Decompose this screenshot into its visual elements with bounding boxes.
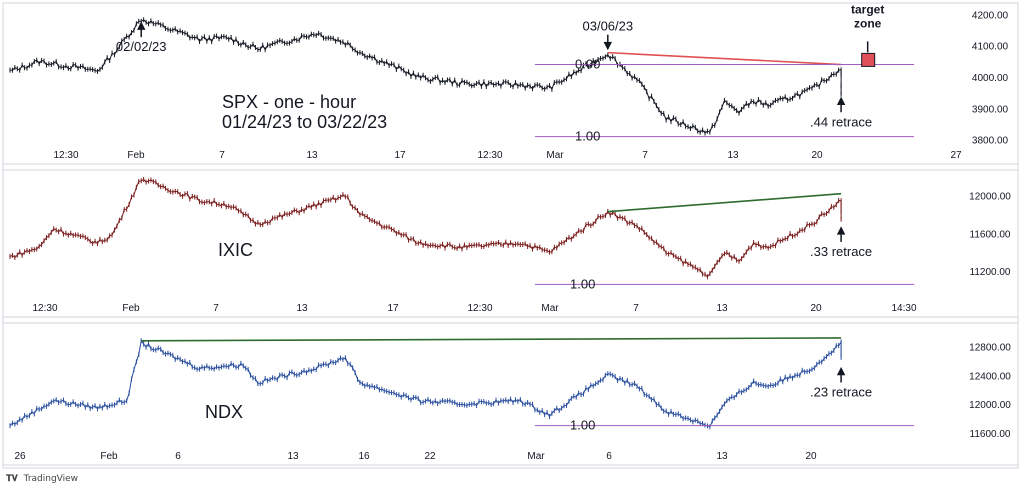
x-tick-label: 14:30 (891, 303, 916, 314)
panel-ixic (2, 169, 1019, 318)
x-tick-label: 26 (14, 451, 26, 462)
arrow-icon (836, 226, 846, 242)
fib-level-label: 1.00 (570, 418, 595, 433)
x-tick-label: 7 (633, 303, 639, 314)
x-tick-label: Feb (122, 303, 140, 314)
arrow-icon (836, 96, 846, 113)
y-tick-label: 12000.00 (969, 400, 1011, 411)
x-tick-label: 12:30 (32, 303, 57, 314)
tradingview-logo-icon: 𝐓𝐕 (6, 474, 18, 484)
y-tick-label: 4000.00 (972, 73, 1009, 84)
x-tick-label: 13 (287, 451, 299, 462)
x-tick-label: 13 (716, 451, 728, 462)
y-tick-label: 4100.00 (972, 42, 1009, 53)
spx-title: SPX - one - hour (222, 92, 356, 112)
x-tick-label: 27 (950, 150, 962, 161)
y-tick-label: 12000.00 (969, 192, 1011, 203)
trend-line (607, 51, 842, 66)
x-tick-label: Feb (127, 150, 145, 161)
arrow-icon (836, 366, 846, 383)
annotation-label: .33 retrace (810, 244, 872, 259)
x-tick-label: Mar (541, 303, 559, 314)
x-tick-label: Feb (100, 451, 118, 462)
x-tick-label: 20 (810, 303, 822, 314)
arrow-icon (137, 21, 146, 38)
x-tick-label: 16 (358, 451, 370, 462)
annotation-label: .44 retrace (810, 114, 872, 129)
x-tick-label: 17 (387, 303, 399, 314)
spx-series-line (9, 19, 842, 134)
panel-ndx (2, 322, 1019, 466)
x-tick-label: 13 (296, 303, 308, 314)
annotation-label: .23 retrace (810, 385, 872, 400)
footer-brand: TradingView (23, 474, 79, 484)
tradingview-footer: 𝐓𝐕 TradingView (6, 474, 78, 484)
fib-level-label: 1.00 (575, 129, 600, 144)
ixic-title: IXIC (218, 240, 253, 260)
x-tick-label: 7 (642, 150, 648, 161)
x-tick-label: Mar (527, 451, 545, 462)
x-tick-label: 22 (424, 451, 436, 462)
spx-subtitle: 01/24/23 to 03/22/23 (222, 112, 387, 132)
trend-line (607, 192, 842, 213)
annotation-label: 03/06/23 (583, 19, 634, 34)
x-tick-label: 12:30 (53, 150, 78, 161)
x-tick-label: 17 (394, 150, 406, 161)
y-tick-label: 12400.00 (969, 371, 1011, 382)
x-tick-label: 7 (219, 150, 225, 161)
ixic-series-line (9, 178, 842, 278)
x-tick-label: 20 (811, 150, 823, 161)
arrow-icon (603, 34, 613, 51)
target-zone-label: zone (854, 16, 882, 30)
x-tick-label: 7 (213, 303, 219, 314)
y-tick-label: 12800.00 (969, 343, 1011, 354)
ndx-title: NDX (205, 402, 243, 422)
trend-line (141, 337, 842, 342)
y-tick-label: 11600.00 (970, 429, 1011, 440)
y-tick-label: 4200.00 (972, 10, 1009, 21)
x-tick-label: 20 (805, 451, 817, 462)
x-tick-label: 13 (306, 150, 318, 161)
x-tick-label: 12:30 (467, 303, 492, 314)
annotation-label: 02/02/23 (116, 39, 167, 54)
y-tick-label: 3900.00 (972, 104, 1009, 115)
y-tick-label: 3800.00 (972, 136, 1009, 147)
x-tick-label: Mar (546, 150, 564, 161)
panel-border (2, 169, 1019, 318)
target-zone-box (861, 52, 876, 67)
fib-level-label: 1.00 (570, 276, 595, 291)
ndx-series-line (9, 339, 842, 428)
panel-border (2, 322, 1019, 466)
fib-level-label: 0.00 (575, 57, 600, 72)
x-tick-label: 13 (727, 150, 739, 161)
panel-spx (2, 2, 1019, 165)
x-tick-label: 6 (606, 451, 612, 462)
panel-border (2, 2, 1019, 165)
x-tick-label: 6 (175, 451, 181, 462)
target-zone-label: target (851, 2, 884, 16)
x-tick-label: 12:30 (477, 150, 502, 161)
x-tick-label: 13 (716, 303, 728, 314)
y-tick-label: 11200.00 (970, 267, 1011, 278)
y-tick-label: 11600.00 (970, 229, 1011, 240)
